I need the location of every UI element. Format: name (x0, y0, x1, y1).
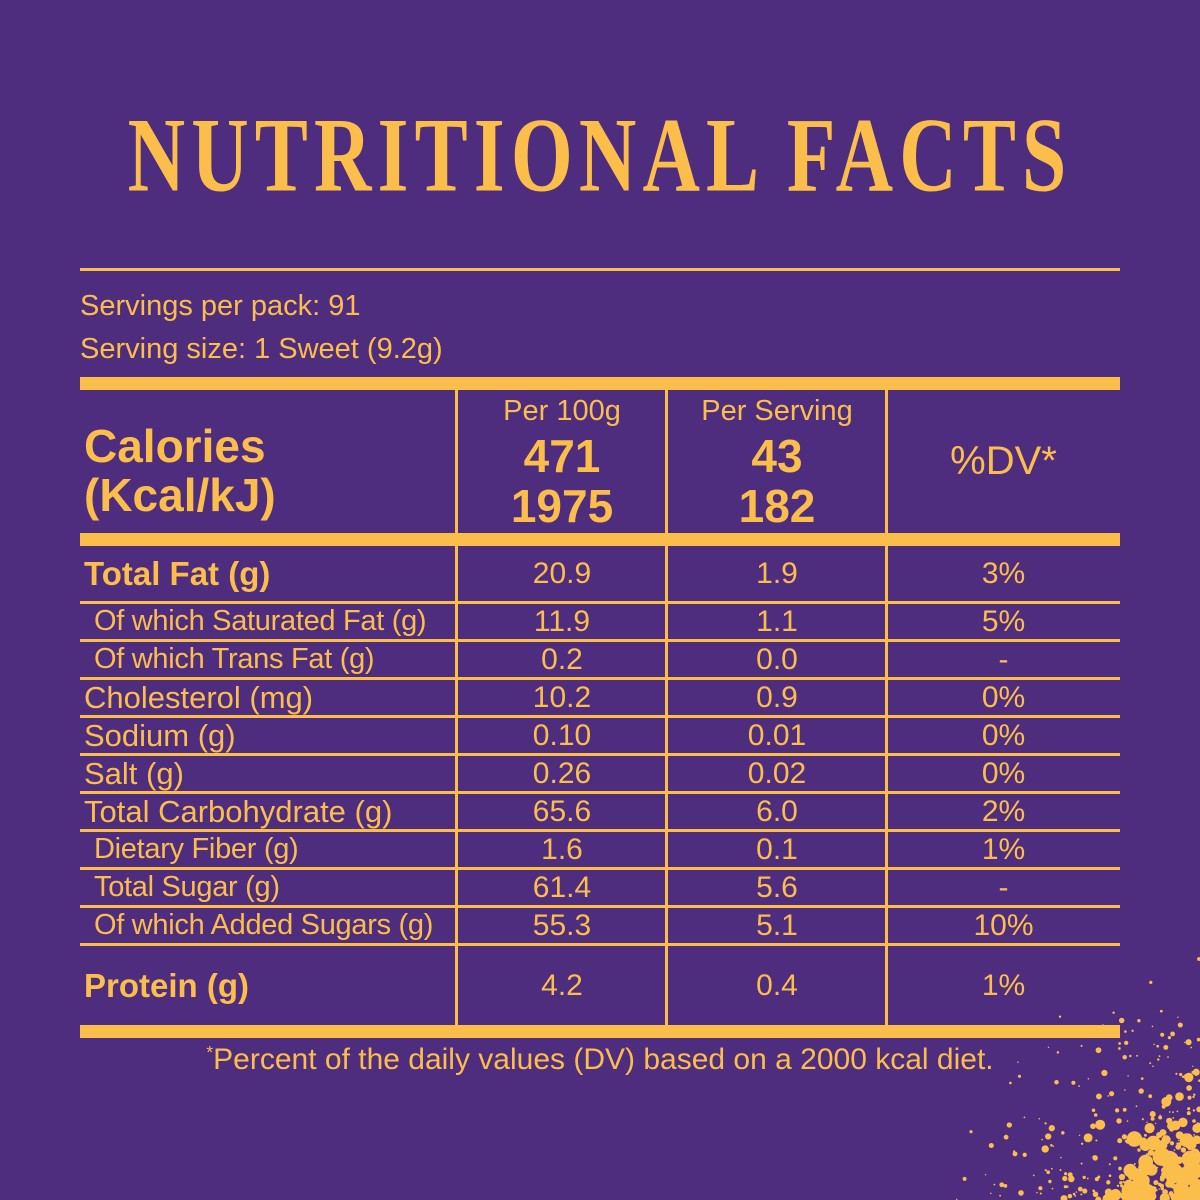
row-per-100g: 55.3 (532, 908, 592, 942)
table-row-salt: Salt (g) 0.26 0.02 0% (80, 756, 1120, 794)
row-dv: 1% (981, 968, 1026, 1002)
row-per-serving: 5.6 (756, 870, 798, 904)
per-100g-column-header: Per 100g 471 1975 (457, 390, 667, 533)
row-label: Dietary Fiber (g) (94, 833, 299, 865)
row-dv: 0% (981, 757, 1026, 790)
footnote-asterisk: * (206, 1042, 214, 1062)
row-label: Total Carbohydrate (g) (84, 794, 393, 829)
thick-bar-middle (80, 533, 1120, 546)
row-per-100g: 0.26 (532, 757, 592, 790)
row-per-100g: 10.2 (532, 681, 592, 714)
nutrient-rows: Total Fat (g) 20.9 1.9 3% Of which Satur… (80, 546, 1120, 1025)
row-dv: 3% (981, 556, 1026, 590)
top-rule (80, 268, 1120, 271)
row-label: Of which Saturated Fat (g) (94, 605, 427, 637)
thick-bar-bottom (80, 1025, 1120, 1038)
table-row-total-sugar: Total Sugar (g) 61.4 5.6 - (80, 870, 1120, 908)
dv-footnote: *Percent of the daily values (DV) based … (0, 1042, 1200, 1077)
row-dv: 5% (981, 604, 1026, 638)
row-per-serving: 1.1 (756, 604, 798, 638)
calories-label: Calories (Kcal/kJ) (80, 390, 457, 533)
serving-size-value: 1 Sweet (9.2g) (254, 333, 443, 365)
row-dv: - (998, 870, 1009, 904)
row-dv: - (998, 642, 1009, 676)
calories-per-100g-kj: 1975 (510, 480, 614, 532)
row-per-100g: 4.2 (541, 968, 583, 1002)
nutrition-table: Calories (Kcal/kJ) Per 100g 471 1975 Per… (80, 377, 1120, 1038)
column-divider-1 (455, 390, 458, 1025)
row-label: Total Fat (g) (84, 554, 271, 592)
row-per-serving: 1.9 (756, 556, 798, 590)
row-per-serving: 5.1 (756, 908, 798, 942)
row-label: Sodium (g) (84, 718, 236, 753)
per-serving-header-label: Per Serving (701, 395, 853, 427)
row-label: Salt (g) (84, 756, 184, 791)
dv-column-header: %DV* (950, 439, 1057, 483)
serving-size-label: Serving size: (80, 333, 247, 365)
row-label: Total Sugar (g) (94, 871, 280, 903)
row-dv: 0% (981, 681, 1026, 714)
row-dv: 1% (981, 832, 1026, 866)
per-100g-header-label: Per 100g (503, 395, 621, 427)
row-dv: 0% (981, 719, 1026, 752)
row-per-100g: 61.4 (532, 870, 592, 904)
calories-label-line1: Calories (84, 420, 266, 472)
row-per-serving: 0.4 (756, 968, 798, 1002)
table-row-added-sugars: Of which Added Sugars (g) 55.3 5.1 10% (80, 908, 1120, 946)
row-label: Of which Trans Fat (g) (94, 643, 375, 675)
per-serving-column-header: Per Serving 43 182 (667, 390, 887, 533)
table-row-saturated-fat: Of which Saturated Fat (g) 11.9 1.1 5% (80, 604, 1120, 642)
row-per-serving: 0.9 (756, 681, 798, 714)
table-row-sodium: Sodium (g) 0.10 0.01 0% (80, 718, 1120, 756)
row-per-100g: 65.6 (532, 795, 592, 828)
row-per-100g: 11.9 (533, 604, 591, 638)
calories-label-line2: (Kcal/kJ) (84, 469, 276, 521)
row-per-100g: 0.10 (532, 719, 592, 752)
table-row-trans-fat: Of which Trans Fat (g) 0.2 0.0 - (80, 642, 1120, 680)
servings-per-pack-value: 91 (328, 290, 361, 322)
row-dv: 10% (973, 908, 1034, 942)
table-row-dietary-fiber: Dietary Fiber (g) 1.6 0.1 1% (80, 832, 1120, 870)
gold-paint-splatter-decoration (955, 957, 1200, 1200)
row-label: Cholesterol (mg) (84, 680, 314, 715)
row-per-serving: 6.0 (756, 795, 798, 828)
row-per-serving: 0.02 (747, 757, 807, 790)
table-row-protein: Protein (g) 4.2 0.4 1% (80, 946, 1120, 1025)
thick-bar-top (80, 377, 1120, 390)
calories-per-100g-kcal: 471 (523, 430, 601, 482)
serving-size: Serving size: 1 Sweet (9.2g) (80, 328, 443, 371)
table-row-cholesterol: Cholesterol (mg) 10.2 0.9 0% (80, 680, 1120, 718)
serving-info: Servings per pack: 91 Serving size: 1 Sw… (80, 285, 443, 371)
table-row-total-fat: Total Fat (g) 20.9 1.9 3% (80, 546, 1120, 604)
row-per-100g: 0.2 (541, 642, 583, 676)
row-per-serving: 0.01 (747, 719, 807, 752)
footnote-text: Percent of the daily values (DV) based o… (213, 1043, 994, 1076)
page-title: NUTRITIONAL FACTS (127, 95, 1073, 214)
row-per-serving: 0.0 (756, 642, 798, 676)
row-per-serving: 0.1 (756, 832, 798, 866)
calories-per-serving-kcal: 43 (751, 430, 803, 482)
servings-per-pack-label: Servings per pack: (80, 290, 321, 322)
row-per-100g: 20.9 (532, 556, 592, 590)
servings-per-pack: Servings per pack: 91 (80, 285, 443, 328)
calories-per-serving-kj: 182 (738, 480, 816, 532)
table-row-total-carbohydrate: Total Carbohydrate (g) 65.6 6.0 2% (80, 794, 1120, 832)
row-dv: 2% (981, 795, 1026, 828)
row-label: Protein (g) (84, 966, 249, 1004)
row-per-100g: 1.6 (541, 832, 583, 866)
column-divider-3 (885, 390, 888, 1025)
row-label: Of which Added Sugars (g) (94, 909, 434, 941)
column-divider-2 (665, 390, 668, 1025)
table-header: Calories (Kcal/kJ) Per 100g 471 1975 Per… (80, 390, 1120, 533)
